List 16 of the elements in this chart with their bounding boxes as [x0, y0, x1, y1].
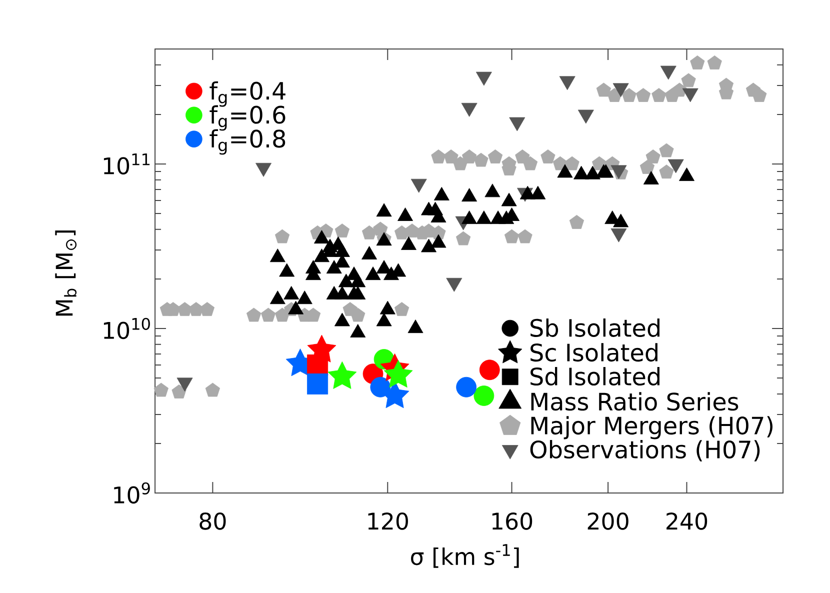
x-tick-label: 160	[492, 512, 532, 530]
legend-label: Sb Isolated	[530, 318, 660, 337]
x-tick-label: 240	[666, 512, 708, 530]
x-tick-label: 200	[588, 512, 628, 530]
x-tick-label: 120	[368, 512, 408, 530]
legend-label: Mass Ratio Series	[531, 392, 738, 411]
y-tick-label: 10$^{9}$	[114, 482, 150, 504]
x-axis-title: σ [km s$^{-1}$]	[411, 544, 519, 568]
y-axis-title: M$_{b}$ [M$_{⊙}$]	[55, 230, 77, 316]
x-tick-label: 80	[200, 512, 226, 530]
legend-label: Sc Isolated	[530, 343, 658, 362]
legend-label: Observations (H07)	[530, 440, 760, 462]
legend-label: Sd Isolated	[530, 367, 660, 386]
y-tick-label: 10$^{10}$	[104, 318, 150, 340]
legend-label: Major Mergers (H07)	[531, 416, 772, 440]
y-tick-label: 10$^{11}$	[104, 153, 150, 174]
